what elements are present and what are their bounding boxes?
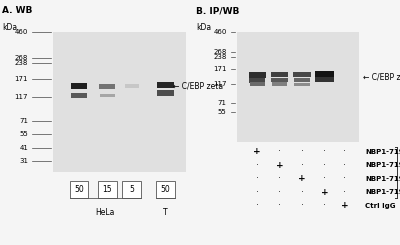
Bar bbox=[271, 72, 288, 77]
Text: ·: · bbox=[323, 201, 326, 210]
Bar bbox=[157, 90, 174, 96]
Text: A. WB: A. WB bbox=[2, 6, 32, 15]
Text: ·: · bbox=[256, 161, 259, 170]
Bar bbox=[250, 82, 265, 86]
Text: kDa: kDa bbox=[196, 23, 211, 32]
Text: HeLa: HeLa bbox=[96, 208, 115, 217]
Text: 31: 31 bbox=[19, 158, 28, 164]
Text: ·: · bbox=[323, 161, 326, 170]
Bar bbox=[237, 32, 359, 142]
Bar bbox=[99, 84, 115, 89]
Bar bbox=[70, 83, 88, 89]
Text: 460: 460 bbox=[213, 29, 226, 35]
Text: +: + bbox=[276, 161, 284, 170]
Text: 117: 117 bbox=[15, 95, 28, 100]
Text: 71: 71 bbox=[19, 118, 28, 124]
Bar bbox=[71, 93, 87, 98]
Text: 5: 5 bbox=[129, 185, 134, 194]
Text: +: + bbox=[321, 188, 328, 197]
Text: ·: · bbox=[301, 188, 304, 197]
Text: 15: 15 bbox=[102, 185, 112, 194]
Text: Ctrl IgG: Ctrl IgG bbox=[365, 203, 396, 209]
Bar bbox=[294, 72, 311, 77]
Bar bbox=[249, 78, 265, 83]
Text: T: T bbox=[163, 208, 168, 217]
Bar bbox=[53, 32, 186, 171]
Text: NBP1-71910: NBP1-71910 bbox=[365, 176, 400, 182]
Bar bbox=[156, 82, 174, 88]
Bar bbox=[70, 181, 88, 198]
Text: 460: 460 bbox=[15, 29, 28, 35]
Text: NBP1-71908: NBP1-71908 bbox=[365, 149, 400, 155]
Text: ·: · bbox=[278, 174, 281, 183]
Text: ·: · bbox=[344, 188, 346, 197]
Text: ·: · bbox=[301, 161, 304, 170]
Text: 268: 268 bbox=[213, 49, 226, 55]
Text: 41: 41 bbox=[19, 145, 28, 151]
Text: 171: 171 bbox=[15, 76, 28, 82]
Text: NBP1-71911: NBP1-71911 bbox=[365, 189, 400, 195]
Text: ← C/EBP zeta: ← C/EBP zeta bbox=[363, 72, 400, 81]
Text: ·: · bbox=[323, 174, 326, 183]
Text: ·: · bbox=[278, 188, 281, 197]
Text: 55: 55 bbox=[20, 131, 28, 137]
Text: 268: 268 bbox=[15, 55, 28, 61]
Text: ← C/EBP zeta: ← C/EBP zeta bbox=[173, 82, 223, 91]
Text: ·: · bbox=[301, 201, 304, 210]
Bar bbox=[272, 83, 287, 86]
Text: ·: · bbox=[344, 147, 346, 156]
Text: ·: · bbox=[278, 201, 281, 210]
Bar bbox=[100, 94, 115, 98]
Text: B. IP/WB: B. IP/WB bbox=[196, 6, 239, 15]
Text: 238: 238 bbox=[15, 61, 28, 66]
Bar bbox=[315, 77, 334, 82]
Bar bbox=[248, 72, 266, 78]
Text: 117: 117 bbox=[213, 81, 226, 87]
Text: ·: · bbox=[301, 147, 304, 156]
Bar bbox=[272, 78, 288, 83]
Text: 55: 55 bbox=[218, 109, 226, 115]
Text: ·: · bbox=[344, 161, 346, 170]
Bar bbox=[294, 78, 310, 83]
Text: ·: · bbox=[256, 174, 259, 183]
Bar bbox=[294, 83, 310, 86]
Text: +: + bbox=[341, 201, 349, 210]
Bar bbox=[98, 181, 116, 198]
Text: ·: · bbox=[344, 174, 346, 183]
Text: 50: 50 bbox=[74, 185, 84, 194]
Text: NBP1-71909: NBP1-71909 bbox=[365, 162, 400, 168]
Bar bbox=[315, 71, 334, 78]
Text: kDa: kDa bbox=[2, 23, 17, 32]
Text: ·: · bbox=[256, 188, 259, 197]
Text: ·: · bbox=[323, 147, 326, 156]
Text: ·: · bbox=[278, 147, 281, 156]
Text: 171: 171 bbox=[213, 66, 226, 72]
Text: 50: 50 bbox=[160, 185, 170, 194]
Text: 71: 71 bbox=[218, 99, 226, 106]
Text: ·: · bbox=[256, 201, 259, 210]
Bar bbox=[122, 181, 141, 198]
Bar bbox=[124, 84, 139, 88]
Bar bbox=[156, 181, 175, 198]
Text: 238: 238 bbox=[213, 54, 226, 60]
Text: +: + bbox=[298, 174, 306, 183]
Text: +: + bbox=[253, 147, 261, 156]
